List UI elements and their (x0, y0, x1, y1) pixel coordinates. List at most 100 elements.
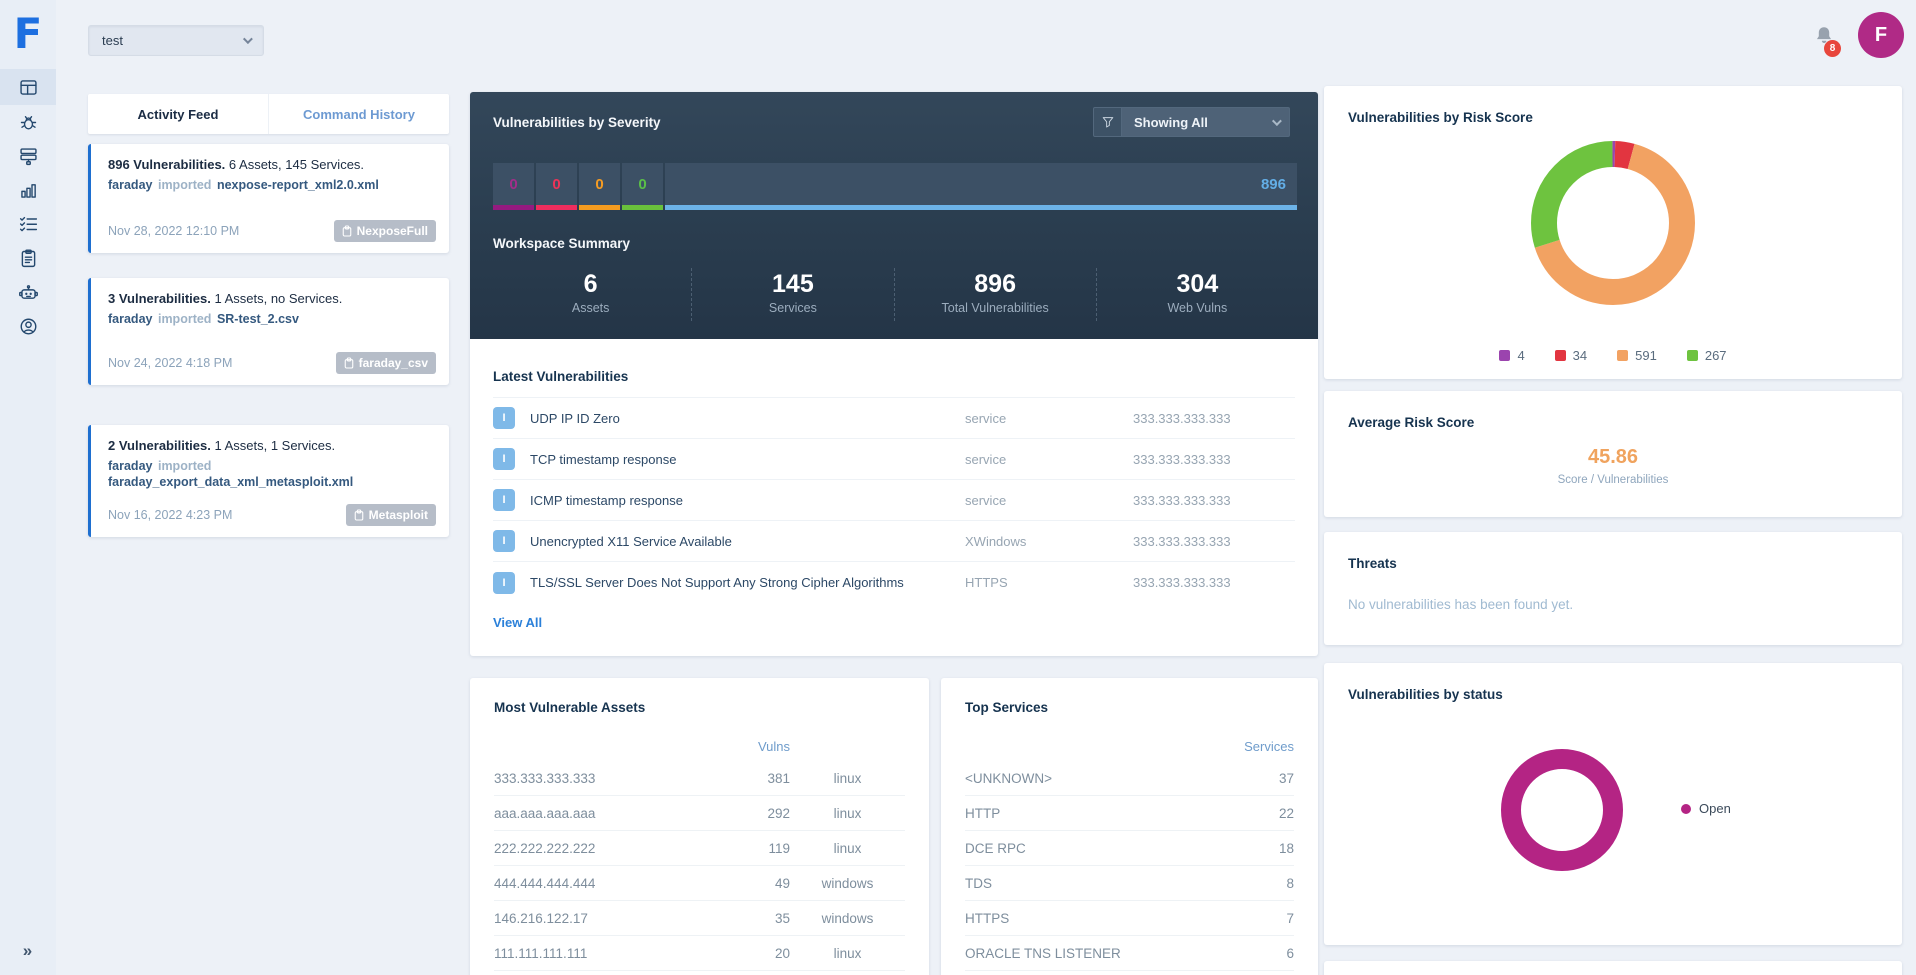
average-risk-score-subtitle: Score / Vulnerabilities (1557, 474, 1669, 486)
risk-score-donut-chart (1531, 141, 1695, 305)
vulnerability-row[interactable]: I TCP timestamp response service 333.333.… (493, 439, 1295, 480)
view-all-link[interactable]: View All (493, 615, 543, 630)
risk-score-chart-title: Vulnerabilities by Risk Score (1348, 110, 1533, 125)
activity-title: 2 Vulnerabilities. 1 Assets, 1 Services. (108, 438, 336, 453)
workspace-selector-value: test (102, 33, 123, 48)
vulns-column-header: Vulns (757, 739, 790, 754)
activity-date: Nov 28, 2022 12:10 PM (108, 224, 240, 238)
planner-icon (19, 216, 37, 231)
vulnerability-name: TLS/SSL Server Does Not Support Any Stro… (530, 575, 904, 590)
tab-activity-feed[interactable]: Activity Feed (137, 106, 219, 122)
activity-target-file[interactable]: faraday_export_data_xml_metasploit.xml (108, 474, 354, 489)
service-count: 22 (1278, 805, 1294, 821)
asset-vulns: 292 (767, 805, 790, 821)
vulnerability-name: TCP timestamp response (530, 451, 677, 467)
service-name: HTTP (965, 805, 1001, 821)
top-services-title: Top Services (965, 700, 1049, 715)
service-row[interactable]: HTTPS 7 (965, 901, 1294, 936)
sidebar-item-agents[interactable] (0, 275, 56, 309)
most-vulnerable-assets-panel: Most Vulnerable Assets Vulns 333.333.333… (470, 678, 929, 975)
asset-row[interactable]: 333.333.333.333 381 linux (494, 761, 905, 796)
activity-card[interactable]: 896 Vulnerabilities. 6 Assets, 145 Servi… (88, 144, 449, 253)
service-name: TDS (965, 875, 992, 891)
service-row[interactable]: <UNKNOWN> 37 (965, 761, 1294, 796)
severity-informational-count[interactable]: 896 (665, 163, 1297, 210)
asset-row[interactable]: 444.444.444.444 49 windows (494, 866, 905, 901)
vulnerability-target: 333.333.333.333 (1133, 451, 1231, 467)
service-name: <UNKNOWN> (965, 770, 1053, 786)
sidebar-expand-icon[interactable]: » (22, 941, 34, 960)
vulnerability-row[interactable]: I Unencrypted X11 Service Available XWind… (493, 521, 1295, 562)
legend-swatch-critical (1499, 350, 1511, 361)
activity-target-file[interactable]: SR-test_2.csv (216, 311, 299, 326)
service-row[interactable]: DCE RPC 18 (965, 831, 1294, 866)
asset-row[interactable]: 111.111.111.111 20 linux (494, 936, 905, 971)
service-row[interactable]: HTTP 22 (965, 796, 1294, 831)
vulnerability-row[interactable]: I TLS/SSL Server Does Not Support Any Str… (493, 562, 1295, 603)
tab-command-history[interactable]: Command History (268, 94, 449, 134)
vulnerability-target: 333.333.333.333 (1133, 410, 1231, 426)
severity-critical-count[interactable]: 0 (493, 163, 534, 210)
service-count: 7 (1286, 910, 1294, 926)
severity-high-count[interactable]: 0 (536, 163, 577, 210)
service-name: DCE RPC (965, 840, 1026, 856)
severity-medium-count[interactable]: 0 (579, 163, 620, 210)
asset-name: 444.444.444.444 (494, 875, 596, 891)
vulnerability-target: 333.333.333.333 (1133, 533, 1231, 549)
sidebar-item-reports[interactable] (0, 241, 56, 275)
service-count: 18 (1278, 840, 1294, 856)
severity-low-count[interactable]: 0 (622, 163, 663, 210)
vulnerability-name: Unencrypted X11 Service Available (530, 533, 732, 549)
service-row[interactable]: TDS 8 (965, 866, 1294, 901)
sidebar-item-analytics[interactable] (0, 173, 56, 207)
stat-services-value: 145 (772, 270, 814, 298)
agents-icon (18, 284, 38, 299)
activity-target-file[interactable]: nexpose-report_xml2.0.xml (216, 177, 379, 192)
vulnerability-summary-card: Vulnerabilities by Severity Showing All … (470, 92, 1318, 656)
sidebar-item-dashboard[interactable] (0, 69, 56, 105)
activity-title: 3 Vulnerabilities. 1 Assets, no Services… (108, 291, 343, 306)
services-column-header: Services (1244, 739, 1294, 754)
vulnerability-service: XWindows (965, 533, 1027, 549)
vulnerabilities-by-status-panel: Vulnerabilities by status Open (1324, 663, 1902, 945)
vulnerability-row[interactable]: I UDP IP ID Zero service 333.333.333.333 (493, 398, 1295, 439)
threats-panel: Threats No vulnerabilities has been foun… (1324, 532, 1902, 645)
workspace-summary-title: Workspace Summary (493, 236, 631, 251)
severity-panel: Vulnerabilities by Severity Showing All … (470, 92, 1318, 339)
activity-card[interactable]: 3 Vulnerabilities. 1 Assets, no Services… (88, 278, 449, 385)
next-panel-partial (1324, 961, 1902, 975)
status-legend: Open (1681, 801, 1731, 816)
asset-name: 222.222.222.222 (494, 840, 596, 856)
workspace-selector[interactable]: test (88, 25, 264, 56)
latest-vulnerabilities-panel: Latest Vulnerabilities I UDP IP ID Zero s… (470, 339, 1318, 632)
activity-card[interactable]: 2 Vulnerabilities. 1 Assets, 1 Services.… (88, 425, 449, 537)
tool-badge: NexposeFull (333, 220, 436, 242)
severity-info-badge: I (493, 407, 515, 429)
activity-action: imported (157, 458, 212, 473)
asset-row[interactable]: 222.222.222.222 119 linux (494, 831, 905, 866)
filter-button[interactable] (1093, 107, 1122, 137)
filter-funnel-icon (1102, 117, 1113, 128)
severity-filter-dropdown[interactable]: Showing All (1122, 107, 1290, 137)
vulnerability-name: ICMP timestamp response (530, 492, 683, 508)
sidebar-item-vulnerabilities[interactable] (0, 105, 56, 139)
service-row[interactable]: ORACLE TNS LISTENER 6 (965, 936, 1294, 971)
user-avatar[interactable]: F (1858, 12, 1904, 58)
sidebar-item-assets[interactable] (0, 139, 56, 173)
average-risk-score-value: 45.86 (1587, 446, 1639, 468)
service-name: HTTPS (965, 910, 1010, 926)
most-vulnerable-assets-title: Most Vulnerable Assets (494, 700, 646, 715)
asset-row[interactable]: aaa.aaa.aaa.aaa 292 linux (494, 796, 905, 831)
vulnerability-service: service (965, 451, 1007, 467)
activity-meta: faraday imported nexpose-report_xml2.0.x… (108, 178, 435, 194)
sidebar-item-users[interactable] (0, 309, 56, 343)
risk-score-chart-panel: Vulnerabilities by Risk Score 4 34 591 2… (1324, 86, 1902, 379)
vulnerability-row[interactable]: I ICMP timestamp response service 333.333… (493, 480, 1295, 521)
sidebar-item-planner[interactable] (0, 207, 56, 241)
clipboard-icon (354, 509, 363, 521)
service-count: 37 (1278, 770, 1294, 786)
activity-title: 896 Vulnerabilities. 6 Assets, 145 Servi… (108, 157, 365, 172)
asset-row[interactable]: 146.216.122.17 35 windows (494, 901, 905, 936)
stat-web-vulns-value: 304 (1176, 270, 1219, 298)
vulnerability-service: service (965, 492, 1007, 508)
